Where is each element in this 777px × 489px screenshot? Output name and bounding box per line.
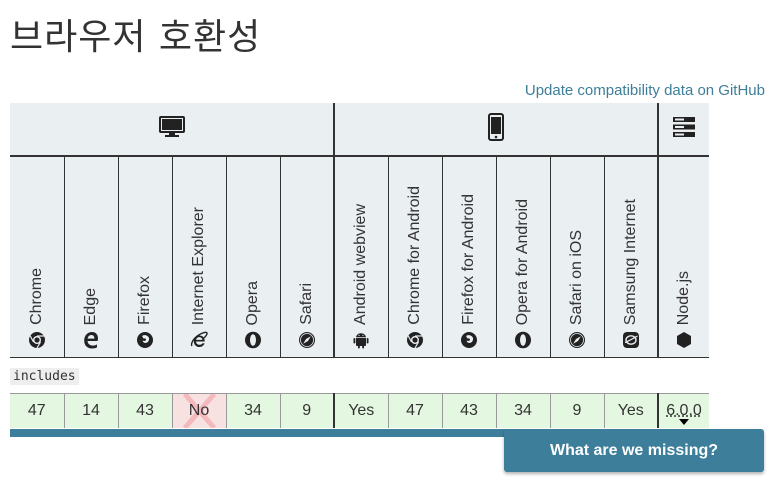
browser-name: Firefox xyxy=(136,276,153,325)
support-value: 43 xyxy=(460,402,478,419)
browser-header-safari: Safari xyxy=(280,156,335,358)
browser-name: Chrome for Android xyxy=(406,186,423,325)
browser-name: Safari xyxy=(297,283,315,325)
browser-name: Internet Explorer xyxy=(190,206,207,325)
chrome-icon xyxy=(407,332,423,349)
opera-icon xyxy=(245,331,261,349)
browser-name: Safari on iOS xyxy=(568,229,585,325)
support-value: 47 xyxy=(27,402,46,419)
page-title: 브라우저 호환성 xyxy=(10,17,262,58)
support-cell-safari-ios[interactable]: 9 xyxy=(550,393,605,428)
browser-name: Edge xyxy=(82,287,99,325)
browser-row: Chrome Edge Firefox Internet Explorer Op… xyxy=(10,156,709,358)
table-bottom-bar xyxy=(10,429,709,437)
support-cell-ie[interactable]: No xyxy=(172,393,227,428)
browser-name: Android webview xyxy=(352,204,370,325)
support-value: 14 xyxy=(82,402,100,419)
browser-header-nodejs: Node.js xyxy=(658,156,709,358)
support-value: 9 xyxy=(302,402,312,419)
firefox-icon xyxy=(461,332,477,348)
browser-header-android-webview: Android webview xyxy=(334,156,389,358)
browser-header-safari-ios: Safari on iOS xyxy=(550,156,605,358)
browser-name: Opera xyxy=(244,280,261,325)
support-row: 47 14 43 No 34 9 Yes 47 43 34 9 Yes 6.0.… xyxy=(10,393,709,428)
browser-header-opera-android: Opera for Android xyxy=(496,156,551,358)
browser-name: Firefox for Android xyxy=(460,194,477,325)
browser-name: Samsung Internet xyxy=(621,198,639,325)
platform-mobile xyxy=(334,103,659,157)
browser-name: Node.js xyxy=(675,270,692,325)
server-icon xyxy=(673,116,695,137)
support-value: 9 xyxy=(572,402,582,419)
support-cell-opera-android[interactable]: 34 xyxy=(496,393,551,428)
unsupported-cross-icon xyxy=(182,394,216,428)
support-value: 34 xyxy=(514,402,532,419)
safari-icon xyxy=(569,332,585,348)
compat-table: Chrome Edge Firefox Internet Explorer Op… xyxy=(10,103,709,428)
samsung-icon xyxy=(622,332,639,348)
browser-header-edge: Edge xyxy=(64,156,119,358)
chrome-icon xyxy=(28,332,45,349)
firefox-icon xyxy=(137,332,153,348)
support-cell-nodejs[interactable]: 6.0.0 xyxy=(658,393,709,428)
feature-name-cell: includes xyxy=(10,357,709,394)
support-cell-opera[interactable]: 34 xyxy=(226,393,281,428)
nodejs-icon xyxy=(677,332,691,348)
support-value: 6.0.0 xyxy=(666,402,702,419)
browser-name: Opera for Android xyxy=(514,198,531,325)
support-cell-chrome-android[interactable]: 47 xyxy=(388,393,443,428)
edge-icon xyxy=(84,332,98,349)
platform-row xyxy=(10,103,709,157)
support-cell-samsung[interactable]: Yes xyxy=(604,393,659,428)
support-cell-firefox-android[interactable]: 43 xyxy=(442,393,497,428)
expand-caret-icon[interactable] xyxy=(679,419,689,425)
android-icon xyxy=(353,333,369,349)
support-value: Yes xyxy=(617,402,644,419)
support-cell-firefox[interactable]: 43 xyxy=(118,393,173,428)
support-value: 34 xyxy=(244,402,262,419)
support-cell-android-webview[interactable]: Yes xyxy=(334,393,389,428)
opera-icon xyxy=(515,331,531,349)
support-cell-edge[interactable]: 14 xyxy=(64,393,119,428)
support-cell-chrome[interactable]: 47 xyxy=(10,393,65,428)
support-value: Yes xyxy=(348,402,375,419)
browser-header-ie: Internet Explorer xyxy=(172,156,227,358)
support-value: No xyxy=(188,402,210,419)
feature-name: includes xyxy=(10,367,79,385)
browser-header-opera: Opera xyxy=(226,156,281,358)
github-compat-link[interactable]: Update compatibility data on GitHub xyxy=(524,82,765,99)
platform-server xyxy=(658,103,709,157)
safari-icon xyxy=(298,332,315,348)
browser-header-samsung: Samsung Internet xyxy=(604,156,659,358)
browser-header-chrome: Chrome xyxy=(10,156,65,358)
browser-name: Chrome xyxy=(27,268,45,325)
browser-header-chrome-android: Chrome for Android xyxy=(388,156,443,358)
desktop-icon xyxy=(158,115,185,137)
browser-header-firefox: Firefox xyxy=(118,156,173,358)
ie-icon xyxy=(190,331,208,347)
browser-header-firefox-android: Firefox for Android xyxy=(442,156,497,358)
mobile-icon xyxy=(488,112,504,141)
support-cell-safari[interactable]: 9 xyxy=(280,393,335,428)
feature-row: includes xyxy=(10,357,709,394)
platform-desktop xyxy=(10,103,335,157)
support-value: 47 xyxy=(406,402,424,419)
what-are-we-missing-button[interactable]: What are we missing? xyxy=(504,429,764,472)
support-value: 43 xyxy=(136,402,154,419)
